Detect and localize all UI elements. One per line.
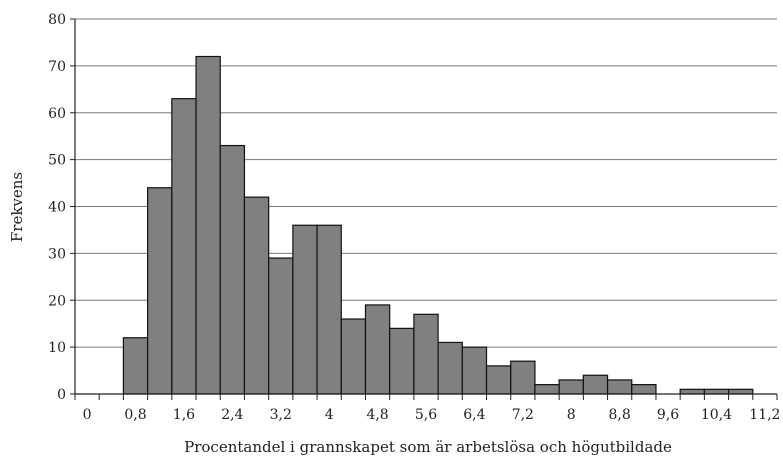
- y-tick-labels: 0 10 20 30 40 50 60 70 80: [48, 12, 75, 403]
- bars: [122, 55, 754, 395]
- histogram-bar: [340, 318, 367, 395]
- x-tick-label: 8,8: [609, 407, 631, 423]
- y-tick-label: 60: [48, 106, 66, 122]
- x-tick-label: 6,4: [463, 407, 485, 423]
- histogram-bar: [316, 224, 342, 395]
- y-tick-label: 30: [48, 246, 66, 262]
- y-tick-label: 10: [48, 340, 66, 356]
- x-tick-label: 1,6: [173, 407, 195, 423]
- histogram-bar: [631, 384, 657, 395]
- y-axis-title: Frekvens: [8, 172, 26, 242]
- x-tick-label: 10,4: [701, 407, 732, 423]
- histogram-bar: [606, 379, 633, 395]
- x-tick-labels: 0 0,8 1,6 2,4 3,2 4 4,8 5,6 6,4 7,2 8 8,8 9,6 10,4 11,…: [74, 394, 780, 423]
- histogram-bar: [534, 384, 560, 395]
- histogram-bar: [268, 257, 294, 395]
- histogram-bar: [437, 341, 463, 395]
- x-tick-label: 0,8: [124, 407, 146, 423]
- histogram-bar: [558, 379, 584, 395]
- x-tick-label: 0: [83, 407, 92, 423]
- x-tick-label: 4: [325, 407, 334, 423]
- histogram-bar: [510, 360, 536, 395]
- histogram-bar: [122, 337, 149, 395]
- histogram-bar: [243, 196, 270, 395]
- histogram-bar: [727, 388, 754, 395]
- histogram-bar: [147, 187, 173, 395]
- y-tick-label: 70: [48, 59, 66, 75]
- x-tick-label: 9,6: [657, 407, 679, 423]
- y-tick-label: 0: [57, 387, 66, 403]
- x-tick-label: 3,2: [270, 407, 292, 423]
- x-tick-label: 4,8: [366, 407, 388, 423]
- histogram-bar: [461, 346, 488, 395]
- histogram-bar: [703, 388, 730, 395]
- x-tick-label: 5,6: [415, 407, 437, 423]
- histogram-bar: [219, 144, 246, 395]
- histogram-bar: [413, 313, 439, 395]
- y-tick-label: 40: [48, 200, 66, 216]
- x-axis-title: Procentandel i grannskapet som är arbets…: [184, 438, 672, 456]
- x-tick-label: 2,4: [221, 407, 243, 423]
- histogram-bar: [389, 327, 415, 395]
- x-tick-label: 11,2: [749, 407, 780, 423]
- histogram-bar: [195, 55, 221, 395]
- histogram-bar: [582, 374, 609, 395]
- histogram-bar: [364, 304, 391, 395]
- y-tick-label: 50: [48, 153, 66, 169]
- histogram-bar: [292, 224, 318, 395]
- y-tick-label: 80: [48, 12, 66, 28]
- histogram-bar: [171, 98, 197, 395]
- histogram-bar: [485, 365, 512, 395]
- x-tick-label: 8: [567, 407, 576, 423]
- histogram-bar: [679, 388, 705, 395]
- x-tick-label: 7,2: [512, 407, 534, 423]
- y-tick-label: 20: [48, 293, 66, 309]
